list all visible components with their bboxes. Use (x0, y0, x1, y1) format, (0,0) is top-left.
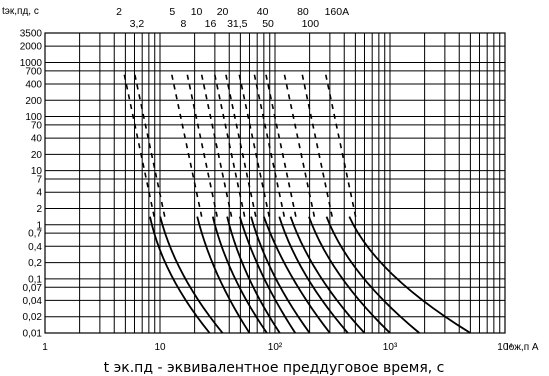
x-tick-label: 10 (154, 342, 166, 353)
curve-dashed (170, 70, 203, 217)
curve-solid (159, 216, 224, 334)
curve-solid (149, 216, 211, 334)
y-tick-label: 2 (36, 204, 42, 215)
y-tick-label: 0,01 (23, 329, 43, 340)
curve-solid (238, 216, 297, 334)
curve-solid (325, 216, 420, 334)
y-tick-label: 0,7 (28, 229, 42, 240)
y-tick-label: 40 (31, 134, 43, 145)
x-tick-label: 1 (42, 342, 48, 353)
curve-dashed (133, 70, 166, 217)
curve-dashed (200, 70, 233, 217)
rating-label: 5 (169, 6, 175, 18)
curve-2 (122, 70, 211, 334)
y-tick-label: 0,1 (28, 274, 42, 285)
y-tick-label: 700 (25, 66, 42, 77)
curve-16 (213, 70, 297, 334)
curve-8 (185, 70, 268, 334)
curve-10 (200, 70, 281, 334)
y-tick-label: 0,07 (23, 283, 43, 294)
y-tick-label: 1 (36, 220, 42, 231)
curve-solid (250, 216, 311, 334)
curve-solid (348, 216, 471, 334)
rating-label: 8 (181, 18, 187, 30)
y-tick-label: 3500 (20, 29, 43, 40)
y-tick-label: 200 (25, 96, 42, 107)
rating-label: 2 (116, 6, 122, 18)
curve-160A (324, 70, 471, 334)
y-tick-label: 100 (25, 112, 42, 123)
curve-solid (263, 216, 331, 334)
x-tick-label: 10³ (383, 342, 398, 353)
rating-label: 80 (297, 6, 309, 18)
chart-caption: t эк.пд - эквивалентное преддуговое врем… (104, 360, 445, 376)
curve-solid (289, 216, 366, 334)
curve-dashed (252, 70, 286, 217)
curve-3-2 (133, 70, 224, 334)
curve-40 (252, 70, 349, 334)
y-tick-label: 0,02 (23, 312, 43, 323)
y-tick-label: 70 (31, 120, 43, 131)
rating-label: 31,5 (227, 18, 248, 30)
rating-label: 100 (302, 18, 320, 30)
y-tick-label: 1000 (20, 58, 43, 69)
curve-solid (211, 216, 268, 334)
curve-dashed (237, 70, 270, 217)
rating-label: 16 (205, 18, 217, 30)
curve-100 (300, 70, 420, 334)
curve-dashed (300, 70, 333, 217)
curve-solid (226, 216, 281, 334)
rating-label: 3,2 (130, 18, 145, 30)
plot-frame (44, 32, 506, 334)
grid (45, 33, 505, 333)
curve-31-5 (237, 70, 331, 334)
curve-20 (224, 70, 311, 334)
rating-label: 20 (217, 6, 229, 18)
rating-label: 10 (191, 6, 203, 18)
curve-solid (196, 216, 251, 334)
x-tick-label: 10² (268, 342, 283, 353)
curves (122, 70, 471, 334)
y-tick-label: 7 (36, 175, 42, 186)
y-tick-label: 4 (36, 188, 42, 199)
curve-dashed (324, 70, 357, 217)
curve-80 (282, 70, 391, 334)
curve-50 (264, 70, 366, 334)
curve-dashed (122, 70, 155, 217)
curve-dashed (282, 70, 316, 217)
current-rating-labels: 2 5 10 20 40 80 160A 3,2 8 16 31,5 50 100 (116, 6, 349, 30)
curve-solid (278, 216, 349, 334)
y-tick-label: 2000 (20, 42, 43, 53)
y-tick-label: 0,04 (23, 296, 43, 307)
curve-dashed (213, 70, 246, 217)
x-tick-labels: 1 10 10² 10³ 10⁴ (42, 342, 512, 353)
curve-dashed (264, 70, 297, 217)
rating-label: 40 (257, 6, 269, 18)
y-tick-label: 400 (25, 79, 42, 90)
x-axis-title: Iож,п A (506, 342, 539, 353)
y-tick-label: 10 (31, 166, 43, 177)
rating-label: 160A (325, 6, 350, 18)
curve-dashed (185, 70, 218, 217)
y-axis-title: tэк,пд, с (2, 6, 39, 17)
plot-border (44, 32, 506, 334)
rating-label: 50 (262, 18, 274, 30)
y-tick-label: 0,2 (28, 258, 42, 269)
x-tick-label: 10⁴ (497, 342, 512, 353)
curve-dashed (224, 70, 257, 217)
curve-5 (170, 70, 251, 334)
y-tick-label: 20 (31, 150, 43, 161)
curve-solid (308, 216, 391, 334)
y-tick-label: 0,4 (28, 242, 42, 253)
